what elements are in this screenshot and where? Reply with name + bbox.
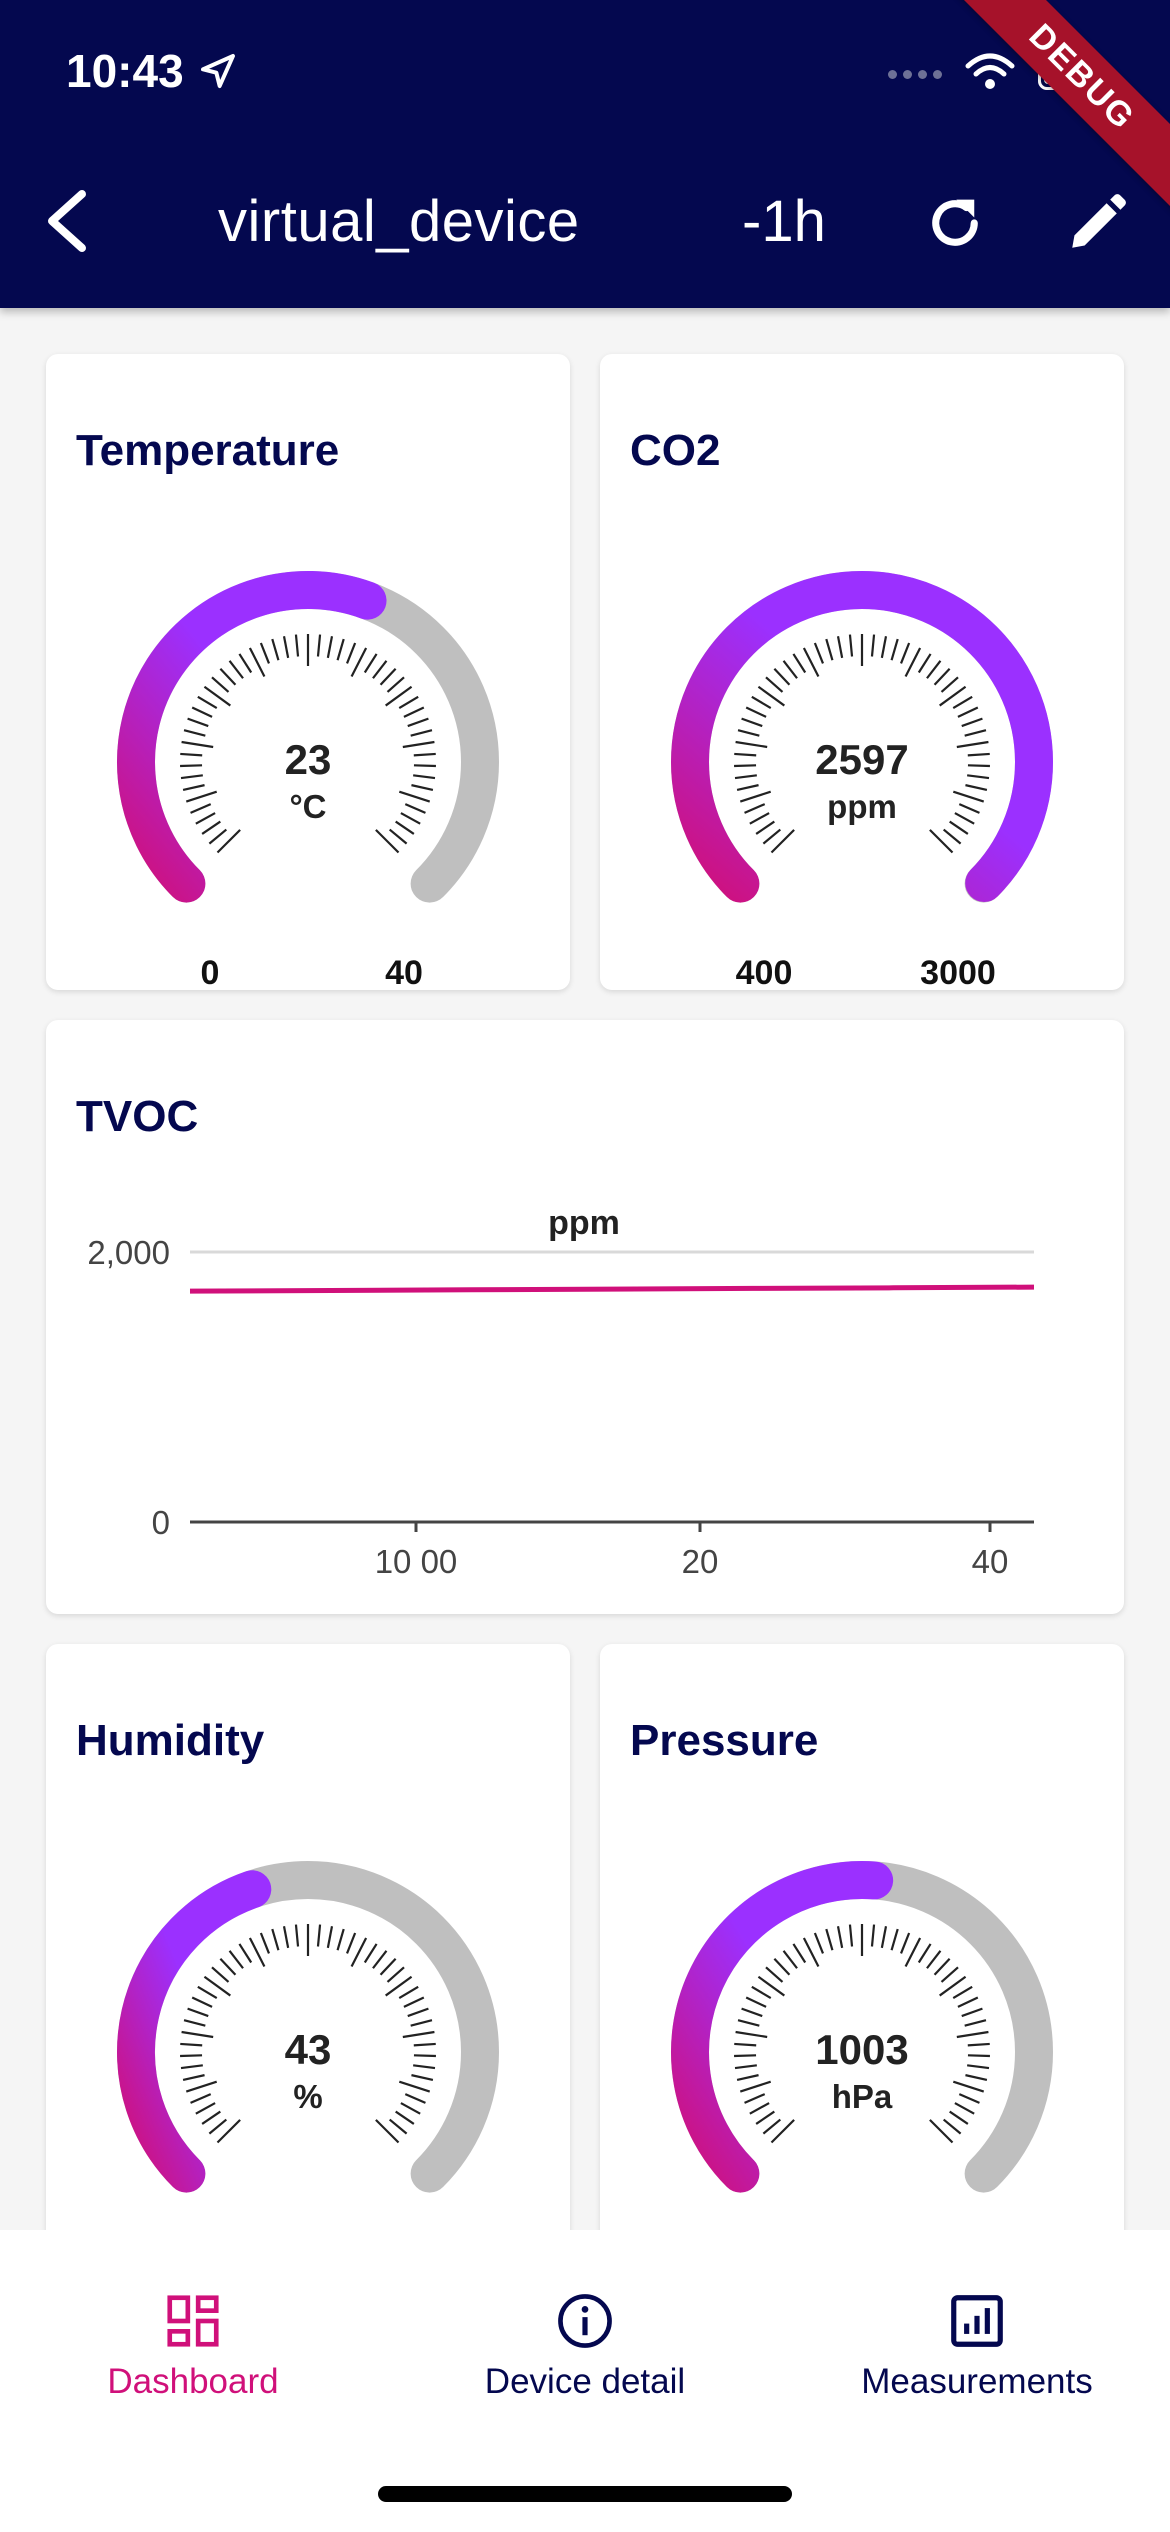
nav-label: Device detail bbox=[484, 2362, 686, 2401]
gauge-min: 400 bbox=[736, 954, 793, 992]
gauge-unit: % bbox=[293, 2078, 322, 2115]
bottom-navigation: Dashboard Device detail Measurements bbox=[0, 2230, 1170, 2532]
gauge-ticks bbox=[180, 1924, 436, 2144]
gauge-ticks bbox=[734, 1924, 990, 2144]
humidity-gauge: 43 % 0 100 bbox=[117, 1861, 499, 2193]
gauge-value: 1003 bbox=[815, 2026, 908, 2073]
nav-measurements[interactable]: Measurements bbox=[797, 2290, 1157, 2402]
y-tick-label: 0 bbox=[152, 1504, 170, 1541]
time-range-button[interactable]: -1h bbox=[742, 189, 826, 254]
gauge-card-temperature[interactable]: Temperature 23 °C 0 40 bbox=[46, 354, 570, 992]
back-icon[interactable] bbox=[38, 186, 98, 256]
card-title: Pressure bbox=[630, 1716, 819, 1765]
wifi-icon bbox=[964, 52, 1016, 97]
pressure-gauge: 1003 hPa 900 1100 bbox=[671, 1861, 1053, 2193]
gauge-card-pressure[interactable]: Pressure 1003 hPa 900 1100 bbox=[600, 1644, 1124, 2230]
gauge-min: 0 bbox=[201, 954, 220, 992]
tvoc-card[interactable]: TVOC ppm 2,000 0 10 00 20 40 bbox=[46, 1020, 1124, 1614]
refresh-icon[interactable] bbox=[922, 190, 988, 256]
nav-label: Measurements bbox=[861, 2362, 1093, 2401]
debug-banner: DEBUG bbox=[941, 0, 1170, 218]
page-title: virtual_device bbox=[218, 189, 580, 254]
app-bar: 10:43 DEBUG virtual_device -1h bbox=[0, 0, 1170, 308]
gauge-value: 23 bbox=[285, 736, 332, 783]
edit-icon[interactable] bbox=[1064, 190, 1130, 256]
gauge-card-humidity[interactable]: Humidity 43 % 0 100 bbox=[46, 1644, 570, 2230]
gauge-card-co2[interactable]: CO2 2597 ppm 400 3000 bbox=[600, 354, 1124, 992]
location-arrow-icon bbox=[200, 54, 235, 88]
cellular-signal-icon bbox=[888, 70, 942, 79]
x-tick-label: 40 bbox=[972, 1543, 1009, 1580]
gauge-value: 43 bbox=[285, 2026, 332, 2073]
gauge-unit: ppm bbox=[827, 788, 897, 825]
chart-unit-label: ppm bbox=[548, 1204, 620, 1242]
home-indicator bbox=[378, 2486, 792, 2502]
nav-label: Dashboard bbox=[107, 2362, 279, 2401]
gauge-value: 2597 bbox=[815, 736, 908, 783]
gauge-unit: °C bbox=[289, 788, 326, 825]
gauge-progress-arc bbox=[117, 571, 387, 903]
card-title: CO2 bbox=[630, 426, 721, 475]
card-title: Humidity bbox=[76, 1716, 265, 1765]
x-tick-label: 20 bbox=[682, 1543, 719, 1580]
dashboard-content[interactable]: Temperature 23 °C 0 40 CO2 2597 ppm 400 … bbox=[0, 308, 1170, 2230]
bar-chart-icon bbox=[951, 2295, 1003, 2347]
card-title: TVOC bbox=[76, 1092, 199, 1141]
status-time: 10:43 bbox=[66, 44, 238, 98]
gauge-unit: hPa bbox=[832, 2078, 893, 2115]
gauge-progress-arc bbox=[671, 1861, 894, 2193]
y-tick-label: 2,000 bbox=[87, 1234, 170, 1271]
gauge-ticks bbox=[734, 634, 990, 854]
dashboard-icon bbox=[167, 2295, 219, 2347]
temperature-gauge: 23 °C 0 40 bbox=[117, 571, 499, 992]
card-title: Temperature bbox=[76, 426, 340, 475]
co2-gauge: 2597 ppm 400 3000 bbox=[671, 571, 1053, 992]
gauge-max: 40 bbox=[385, 954, 423, 992]
nav-device-detail[interactable]: Device detail bbox=[405, 2290, 765, 2402]
x-tick-label: 10 00 bbox=[375, 1543, 458, 1580]
info-icon bbox=[558, 2294, 612, 2348]
nav-dashboard[interactable]: Dashboard bbox=[13, 2290, 373, 2402]
gauge-max: 3000 bbox=[920, 954, 996, 992]
tvoc-line-chart: ppm 2,000 0 10 00 20 40 bbox=[87, 1204, 1035, 1580]
tvoc-series-line bbox=[189, 1284, 1035, 1294]
gauge-ticks bbox=[180, 634, 436, 854]
status-time-label: 10:43 bbox=[66, 45, 184, 97]
gauge-progress-arc bbox=[117, 1870, 272, 2193]
gauge-progress-arc bbox=[671, 571, 1053, 903]
